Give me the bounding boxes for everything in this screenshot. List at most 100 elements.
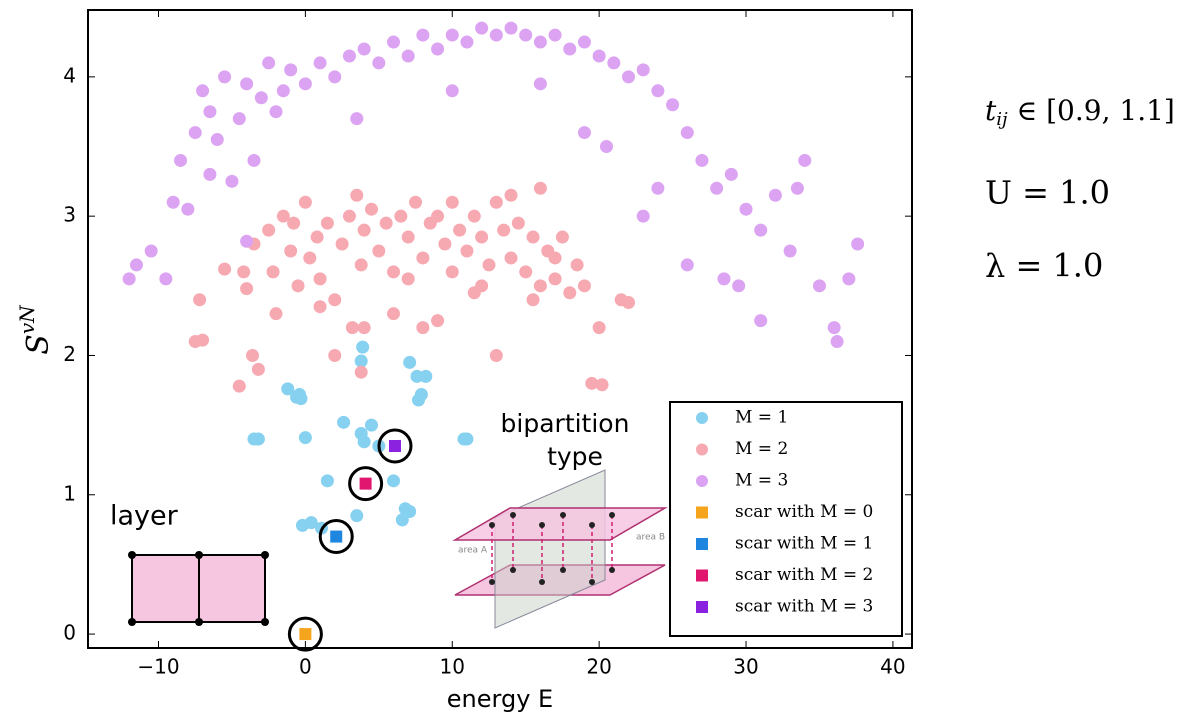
point [533, 279, 547, 293]
point [313, 56, 327, 70]
point [320, 216, 334, 230]
point [416, 251, 430, 265]
point [403, 504, 417, 518]
point [555, 230, 569, 244]
point [350, 112, 364, 126]
param-t-sub: ij [996, 109, 1008, 130]
param-u: U = 1.0 [985, 174, 1110, 212]
point [232, 112, 246, 126]
point [445, 84, 459, 98]
bipartition-label: bipartition [501, 409, 630, 438]
area-a-label: area A [458, 546, 488, 556]
point [345, 321, 359, 335]
point [445, 265, 459, 279]
point [401, 230, 415, 244]
point [519, 265, 533, 279]
point [475, 279, 489, 293]
scar-point [299, 628, 312, 641]
point [395, 513, 409, 527]
point [210, 133, 224, 147]
point [357, 435, 371, 449]
point [467, 209, 481, 223]
point [401, 272, 415, 286]
point [548, 272, 562, 286]
point [511, 216, 525, 230]
point [754, 314, 768, 328]
point [254, 91, 268, 105]
legend-label: scar with M = 0 [735, 502, 873, 522]
legend-marker [696, 538, 708, 550]
point [526, 293, 540, 307]
layer-diagram [128, 551, 269, 626]
point [298, 77, 312, 91]
point [577, 279, 591, 293]
point [599, 140, 613, 154]
point [666, 98, 680, 112]
point [372, 56, 386, 70]
point [622, 296, 636, 310]
scar-point [359, 477, 372, 490]
point [313, 300, 327, 314]
point [636, 63, 650, 77]
point [357, 223, 371, 237]
param-t: tij ∈ [0.9, 1.1] [985, 94, 1175, 131]
point [651, 84, 665, 98]
point [563, 42, 577, 56]
point [482, 258, 496, 272]
point [431, 42, 445, 56]
point [548, 251, 562, 265]
point [354, 365, 368, 379]
point [475, 230, 489, 244]
point [592, 49, 606, 63]
legend-label: scar with M = 3 [735, 597, 873, 617]
point [174, 153, 188, 167]
legend-label: M = 2 [735, 439, 788, 459]
point [585, 376, 599, 390]
point [419, 369, 433, 383]
point [237, 265, 251, 279]
point [240, 77, 254, 91]
y-tick-label: 3 [63, 203, 76, 227]
legend-marker [696, 601, 708, 613]
point [218, 70, 232, 84]
point [680, 258, 694, 272]
point [607, 56, 621, 70]
point [166, 195, 180, 209]
point [519, 28, 533, 42]
point [595, 378, 609, 392]
point [313, 272, 327, 286]
point [842, 272, 856, 286]
point [739, 202, 753, 216]
legend-marker [696, 569, 708, 582]
legend-label: M = 1 [735, 408, 788, 428]
point [240, 234, 254, 248]
point [372, 244, 386, 258]
point [411, 393, 425, 407]
point [717, 272, 731, 286]
point [570, 258, 584, 272]
legend-label: M = 3 [735, 471, 788, 491]
legend-marker [696, 475, 708, 487]
point [294, 392, 308, 406]
point [269, 105, 283, 119]
param-t-symbol: t [985, 94, 997, 127]
point [181, 202, 195, 216]
point [497, 223, 511, 237]
x-tick-label: 20 [586, 655, 611, 679]
point [196, 84, 210, 98]
point [295, 518, 309, 532]
legend-marker [696, 412, 708, 424]
point [754, 223, 768, 237]
point [387, 474, 401, 488]
point [356, 340, 370, 354]
point [144, 244, 158, 258]
point [445, 28, 459, 42]
point [298, 195, 312, 209]
point [851, 237, 865, 251]
point [284, 63, 298, 77]
point [489, 28, 503, 42]
bipartition-diagram [452, 469, 668, 629]
point [357, 42, 371, 56]
point [262, 56, 276, 70]
point [533, 35, 547, 49]
